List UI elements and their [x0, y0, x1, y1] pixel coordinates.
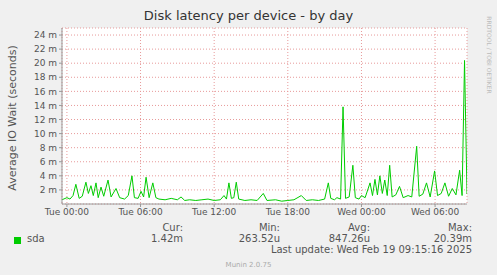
svg-text:22 m: 22 m [34, 44, 57, 54]
html-text:20.39m: 20.39m [433, 233, 472, 244]
html-text:Disk latency per device - by d: Disk latency per device - by day [143, 8, 354, 23]
svg-text:8 m: 8 m [40, 143, 57, 153]
svg-text:10 m: 10 m [34, 129, 57, 139]
svg-text:Tue 12:00: Tue 12:00 [191, 207, 236, 217]
html-text:sda: sda [27, 233, 45, 244]
html-text:Max:: Max: [448, 222, 472, 233]
svg-text:18 m: 18 m [34, 72, 57, 82]
svg-text:2 m: 2 m [40, 185, 57, 195]
svg-text:Wed 00:00: Wed 00:00 [337, 207, 386, 217]
svg-text:16 m: 16 m [34, 87, 57, 97]
html-text:Average IO Wait (seconds): Average IO Wait (seconds) [5, 45, 19, 191]
html-text:Min:: Min: [258, 222, 280, 233]
svg-text:20 m: 20 m [34, 58, 57, 68]
svg-text:Tue 06:00: Tue 06:00 [117, 207, 162, 217]
html-text:847.26u: 847.26u [328, 233, 370, 244]
svg-text:Wed 06:00: Wed 06:00 [411, 207, 460, 217]
html-text:263.52u: 263.52u [238, 233, 280, 244]
html-text:1.42m: 1.42m [151, 233, 183, 244]
html-text:Munin 2.0.75: Munin 2.0.75 [225, 261, 272, 269]
svg-text:4 m: 4 m [40, 171, 57, 181]
html-text:Avg:: Avg: [348, 222, 370, 233]
html-text:Last update: Wed Feb 19 09:15:: Last update: Wed Feb 19 09:15:16 2025 [270, 244, 472, 255]
svg-text:Tue 18:00: Tue 18:00 [265, 207, 310, 217]
svg-text:12 m: 12 m [34, 115, 57, 125]
html-text:Cur:: Cur: [162, 222, 183, 233]
svg-text:Tue 00:00: Tue 00:00 [44, 207, 89, 217]
html-text:RRDTOOL / TOBI OETIKER: RRDTOOL / TOBI OETIKER [485, 16, 493, 94]
svg-text:6 m: 6 m [40, 157, 57, 167]
svg-text:14 m: 14 m [34, 101, 57, 111]
svg-text:24 m: 24 m [34, 30, 57, 40]
